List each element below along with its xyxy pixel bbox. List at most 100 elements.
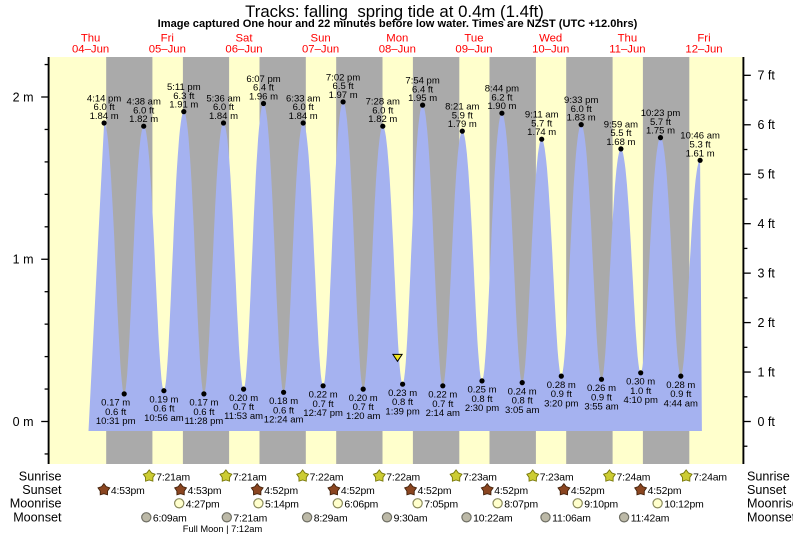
svg-text:Tue: Tue [464,32,483,44]
svg-text:6.0 ft: 6.0 ft [571,104,592,115]
svg-text:7:22am: 7:22am [386,472,420,483]
svg-text:0.30 m: 0.30 m [626,377,655,388]
svg-text:4:52pm: 4:52pm [418,486,452,497]
svg-text:7:22am: 7:22am [310,472,344,483]
svg-text:Sun: Sun [311,32,331,44]
svg-text:1.82 m: 1.82 m [368,114,397,125]
svg-text:9:10pm: 9:10pm [584,500,618,511]
svg-text:06–Jun: 06–Jun [225,44,262,56]
svg-text:1.91 m: 1.91 m [169,100,198,111]
svg-text:8:21 am: 8:21 am [445,102,479,113]
svg-text:1.75 m: 1.75 m [646,126,675,137]
svg-text:9:59 am: 9:59 am [604,119,638,130]
svg-text:1.83 m: 1.83 m [567,113,596,124]
svg-text:5.7 ft: 5.7 ft [531,118,552,129]
svg-text:11:53 am: 11:53 am [224,411,263,422]
svg-text:Sunrise: Sunrise [747,469,790,483]
svg-text:6.2 ft: 6.2 ft [491,92,512,103]
svg-text:6.4 ft: 6.4 ft [253,83,274,94]
svg-text:Sunrise: Sunrise [19,469,62,483]
svg-text:6:09am: 6:09am [153,514,187,525]
svg-text:04–Jun: 04–Jun [72,44,109,56]
svg-text:9:30am: 9:30am [394,514,428,525]
svg-text:0.20 m: 0.20 m [349,393,378,404]
svg-text:10:56 am: 10:56 am [144,413,184,424]
svg-text:7:24am: 7:24am [617,472,651,483]
svg-text:0.6 ft: 0.6 ft [193,407,214,418]
svg-text:8:29am: 8:29am [314,514,348,525]
svg-text:6.4 ft: 6.4 ft [412,84,433,95]
svg-text:6:06pm: 6:06pm [344,500,378,511]
svg-text:11–Jun: 11–Jun [609,44,645,56]
svg-text:10:46 am: 10:46 am [680,131,720,142]
svg-text:0.24 m: 0.24 m [508,386,537,397]
svg-text:10–Jun: 10–Jun [532,44,569,56]
svg-text:0.8 ft: 0.8 ft [392,397,413,408]
svg-text:4:53pm: 4:53pm [111,486,145,497]
svg-text:0.9 ft: 0.9 ft [670,389,691,400]
svg-text:3:20 pm: 3:20 pm [544,398,578,409]
svg-text:08–Jun: 08–Jun [379,44,416,56]
svg-text:7:02 pm: 7:02 pm [326,72,360,83]
svg-text:0 ft: 0 ft [758,415,776,429]
svg-text:7:24am: 7:24am [693,472,727,483]
svg-text:11:06am: 11:06am [552,514,591,525]
svg-text:7:23am: 7:23am [463,472,497,483]
svg-text:7:54 pm: 7:54 pm [405,76,439,87]
svg-text:10:23 pm: 10:23 pm [641,108,681,119]
svg-text:11:42am: 11:42am [631,514,670,525]
svg-text:Image captured One hour and 22: Image captured One hour and 22 minutes b… [158,18,638,30]
svg-text:0.9 ft: 0.9 ft [551,389,572,400]
svg-text:5 ft: 5 ft [758,168,776,182]
svg-text:Sunset: Sunset [747,483,787,497]
svg-text:0.6 ft: 0.6 ft [153,404,174,415]
svg-text:Sunset: Sunset [22,483,62,497]
svg-text:5.9 ft: 5.9 ft [452,110,473,121]
svg-text:1.61 m: 1.61 m [686,148,715,159]
svg-text:4:44 am: 4:44 am [664,398,698,409]
svg-text:1.96 m: 1.96 m [249,92,278,103]
svg-text:0.23 m: 0.23 m [388,388,417,399]
svg-text:Full Moon | 7:12am: Full Moon | 7:12am [183,524,263,534]
svg-text:Moonrise: Moonrise [747,497,793,511]
svg-text:0.7 ft: 0.7 ft [432,399,453,410]
svg-text:12–Jun: 12–Jun [685,44,722,56]
svg-text:Wed: Wed [539,32,562,44]
svg-text:5.5 ft: 5.5 ft [610,128,631,139]
svg-text:1.84 m: 1.84 m [90,111,119,122]
svg-text:8:07pm: 8:07pm [504,500,538,511]
svg-text:7:21am: 7:21am [156,472,190,483]
svg-text:6:07 pm: 6:07 pm [246,74,280,85]
svg-text:7:21am: 7:21am [233,472,267,483]
svg-text:6.0 ft: 6.0 ft [293,102,314,113]
svg-text:4:52pm: 4:52pm [264,486,298,497]
svg-text:1.74 m: 1.74 m [527,127,556,138]
svg-text:0.9 ft: 0.9 ft [591,392,612,403]
svg-text:1.0 ft: 1.0 ft [630,386,651,397]
svg-text:4:10 pm: 4:10 pm [624,395,658,406]
svg-text:2:30 pm: 2:30 pm [465,403,499,414]
svg-text:09–Jun: 09–Jun [455,44,492,56]
svg-text:0.8 ft: 0.8 ft [471,394,492,405]
svg-text:0.17 m: 0.17 m [189,398,218,409]
svg-text:1.95 m: 1.95 m [408,93,437,104]
svg-text:1 ft: 1 ft [758,365,776,379]
svg-text:0.28 m: 0.28 m [666,380,695,391]
svg-text:1 m: 1 m [13,253,34,267]
svg-text:Fri: Fri [697,32,710,44]
svg-text:1:20 am: 1:20 am [346,411,380,422]
svg-text:12:24 am: 12:24 am [264,415,304,426]
svg-text:10:12pm: 10:12pm [664,500,703,511]
svg-text:3 ft: 3 ft [758,266,776,280]
svg-text:05–Jun: 05–Jun [149,44,186,56]
svg-text:4:38 am: 4:38 am [127,97,161,108]
svg-text:4:53pm: 4:53pm [188,486,222,497]
svg-text:07–Jun: 07–Jun [302,44,339,56]
svg-text:4:27pm: 4:27pm [186,500,220,511]
svg-text:0.26 m: 0.26 m [587,383,616,394]
svg-text:Mon: Mon [386,32,408,44]
svg-text:Thu: Thu [618,32,638,44]
svg-text:1.90 m: 1.90 m [487,101,516,112]
svg-text:Moonset: Moonset [13,511,62,525]
svg-text:10:22am: 10:22am [473,514,512,525]
